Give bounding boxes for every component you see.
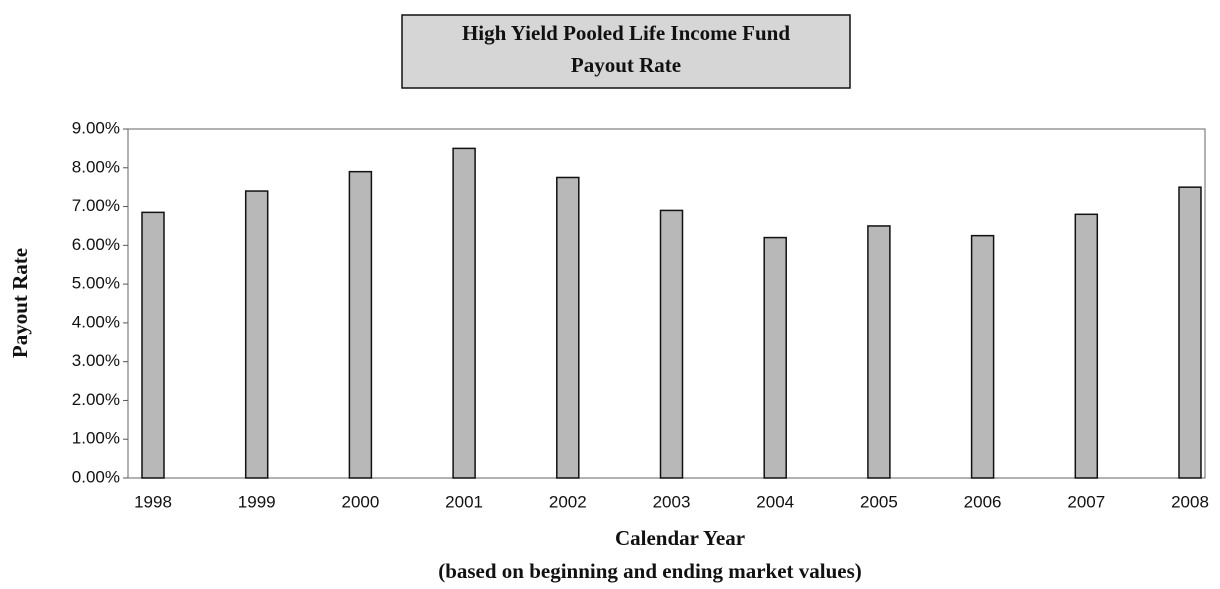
y-tick-label: 0.00% — [72, 467, 120, 486]
y-axis-label: Payout Rate — [8, 248, 32, 358]
x-tick-label: 2005 — [860, 492, 898, 511]
y-tick-label: 4.00% — [72, 312, 120, 331]
bar — [763, 236, 787, 479]
y-tick-label: 9.00% — [72, 118, 120, 137]
title-box — [401, 14, 851, 89]
bar — [867, 225, 891, 479]
bar — [970, 234, 995, 479]
y-tick-label: 8.00% — [72, 157, 120, 176]
y-tick-label: 1.00% — [72, 429, 120, 448]
y-tick-label: 3.00% — [72, 351, 120, 370]
x-tick-label: 2001 — [445, 492, 483, 511]
bar — [1074, 213, 1099, 479]
note: (based on beginning and ending market va… — [438, 559, 862, 583]
bar — [556, 176, 580, 479]
x-tick-label: 2004 — [756, 492, 794, 511]
chart-title: High Yield Pooled Life Income Fund — [462, 21, 790, 45]
bar — [141, 211, 165, 479]
x-tick-label: 2002 — [549, 492, 587, 511]
y-tick-label: 5.00% — [72, 274, 120, 293]
x-tick-label: 2006 — [964, 492, 1002, 511]
x-tick-label: 1999 — [238, 492, 276, 511]
bar — [452, 147, 476, 479]
y-tick-label: 2.00% — [72, 390, 120, 409]
x-tick-label: 2008 — [1171, 492, 1209, 511]
bar — [244, 190, 269, 479]
bar — [659, 209, 684, 479]
x-axis-label: Calendar Year — [615, 526, 745, 550]
bar — [1178, 186, 1202, 479]
x-tick-label: 2000 — [341, 492, 379, 511]
x-tick-label: 1998 — [134, 492, 172, 511]
chart-subtitle: Payout Rate — [571, 53, 681, 77]
y-tick-label: 7.00% — [72, 196, 120, 215]
y-tick-label: 6.00% — [72, 235, 120, 254]
x-tick-label: 2007 — [1067, 492, 1105, 511]
bar — [348, 170, 373, 479]
x-tick-label: 2003 — [653, 492, 691, 511]
